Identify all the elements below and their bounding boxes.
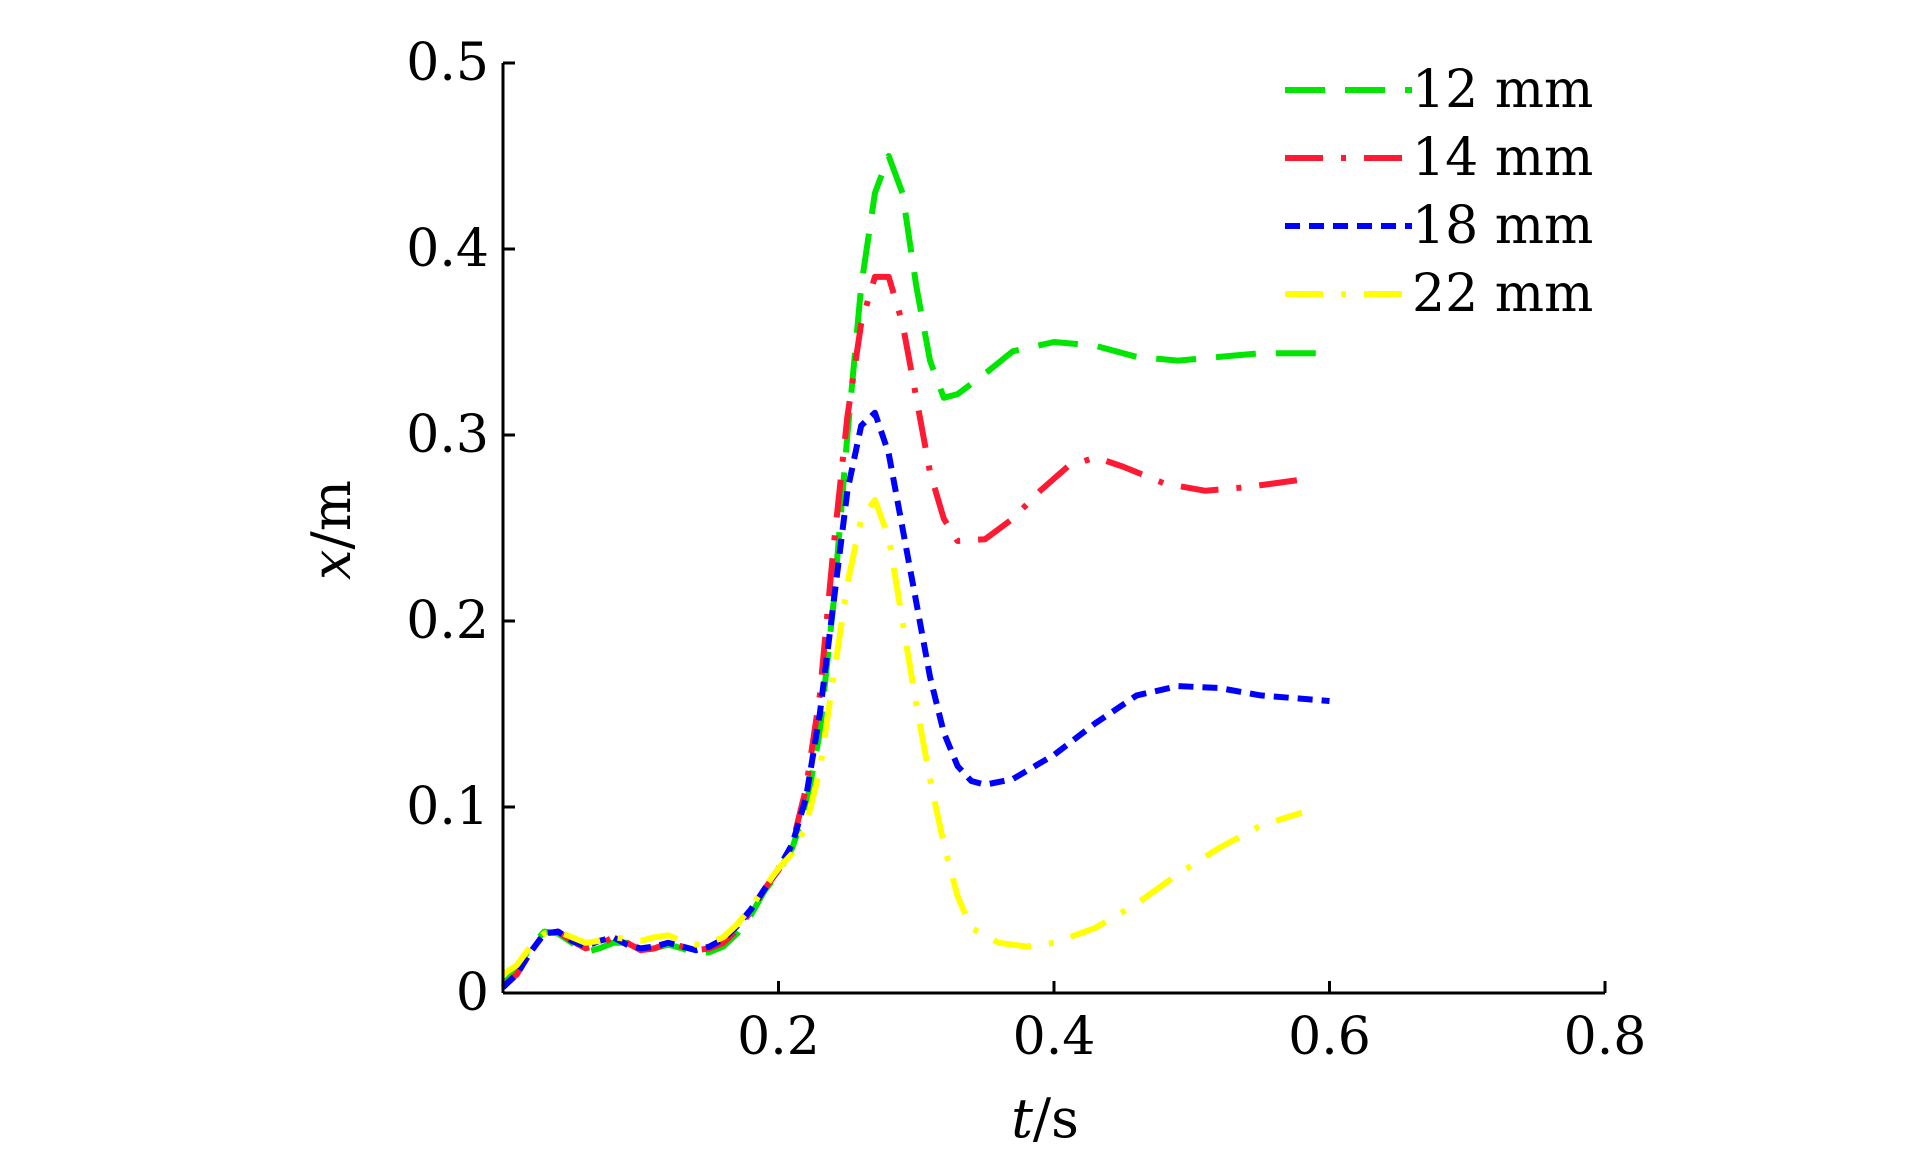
legend-label: 22 mm <box>1412 264 1593 324</box>
x-tick-label: 0.4 <box>1013 1007 1096 1067</box>
plot-lines <box>500 153 1330 990</box>
x-axis-variable: t <box>1011 1087 1033 1150</box>
y-axis-title: x/m <box>300 480 363 580</box>
x-axis-title: t/s <box>1011 1087 1079 1150</box>
y-axis-unit: /m <box>300 480 363 549</box>
y-tick-label: 0.1 <box>406 777 489 837</box>
x-tick-label: 0.2 <box>737 1007 820 1067</box>
legend-label: 12 mm <box>1412 60 1593 120</box>
legend: 12 mm 14 mm 18 mm 22 mm <box>1285 60 1593 324</box>
x-tick-label: 0.6 <box>1288 1007 1371 1067</box>
series-line-14-mm <box>501 273 1303 988</box>
y-tick-label: 0 <box>456 963 489 1023</box>
legend-label: 14 mm <box>1412 128 1593 188</box>
y-tick-label: 0.3 <box>406 405 489 465</box>
x-axis-unit: /s <box>1033 1087 1079 1150</box>
series-line-18-mm <box>500 409 1330 990</box>
ticks: 0 0.1 0.2 0.3 0.4 0.5 0.2 0.4 0.6 0.8 <box>406 33 1646 1067</box>
x-tick-label: 0.8 <box>1564 1007 1647 1067</box>
legend-label: 18 mm <box>1412 196 1593 256</box>
y-tick-label: 0.4 <box>406 219 489 279</box>
series-line-12-mm <box>500 153 1330 986</box>
y-tick-label: 0.2 <box>406 591 489 651</box>
y-tick-label: 0.5 <box>406 33 489 93</box>
series-line-22-mm <box>501 497 1303 977</box>
y-axis-variable: x <box>300 549 363 579</box>
